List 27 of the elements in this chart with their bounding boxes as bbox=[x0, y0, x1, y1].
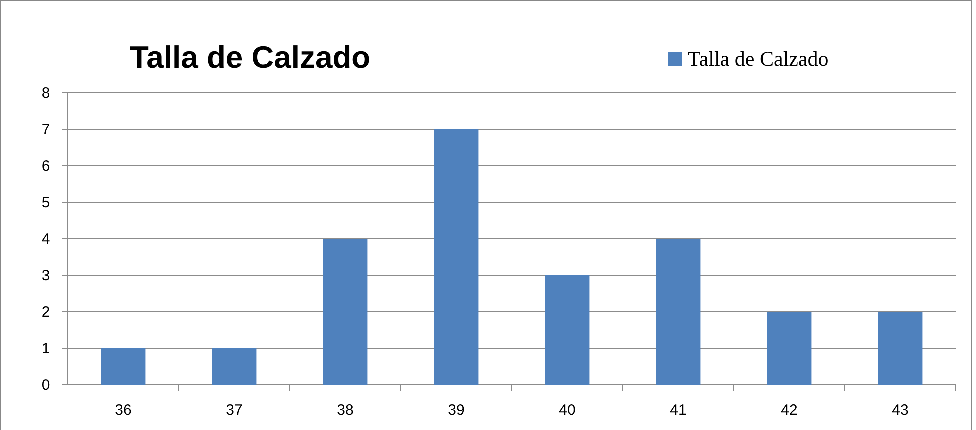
bar bbox=[323, 239, 368, 385]
y-tick-label: 3 bbox=[42, 268, 50, 284]
x-tick-label: 37 bbox=[226, 402, 243, 419]
y-tick-label: 2 bbox=[42, 304, 50, 321]
x-tick-label: 36 bbox=[115, 402, 132, 419]
x-tick-label: 39 bbox=[448, 402, 465, 419]
x-tick-label: 41 bbox=[670, 402, 687, 419]
x-tick-label: 38 bbox=[337, 402, 354, 419]
chart-title: Talla de Calzado bbox=[130, 40, 371, 75]
y-tick-label: 1 bbox=[42, 340, 50, 358]
bar bbox=[656, 239, 701, 385]
bar bbox=[545, 276, 590, 385]
y-tick-label: 6 bbox=[42, 158, 50, 175]
x-tick-label: 42 bbox=[781, 402, 798, 419]
legend-label: Talla de Calzado bbox=[688, 47, 829, 71]
y-tick-label: 0 bbox=[42, 377, 50, 394]
x-tick-label: 43 bbox=[892, 402, 909, 419]
y-tick-label: 7 bbox=[42, 122, 50, 138]
y-tick-label: 4 bbox=[42, 231, 50, 248]
bar bbox=[767, 312, 812, 385]
bar bbox=[101, 348, 146, 385]
y-tick-label: 5 bbox=[42, 194, 50, 212]
x-tick-label: 40 bbox=[559, 402, 576, 419]
y-tick-label: 8 bbox=[42, 85, 50, 102]
bar bbox=[212, 348, 257, 385]
bar bbox=[434, 130, 479, 385]
bar bbox=[878, 312, 923, 385]
